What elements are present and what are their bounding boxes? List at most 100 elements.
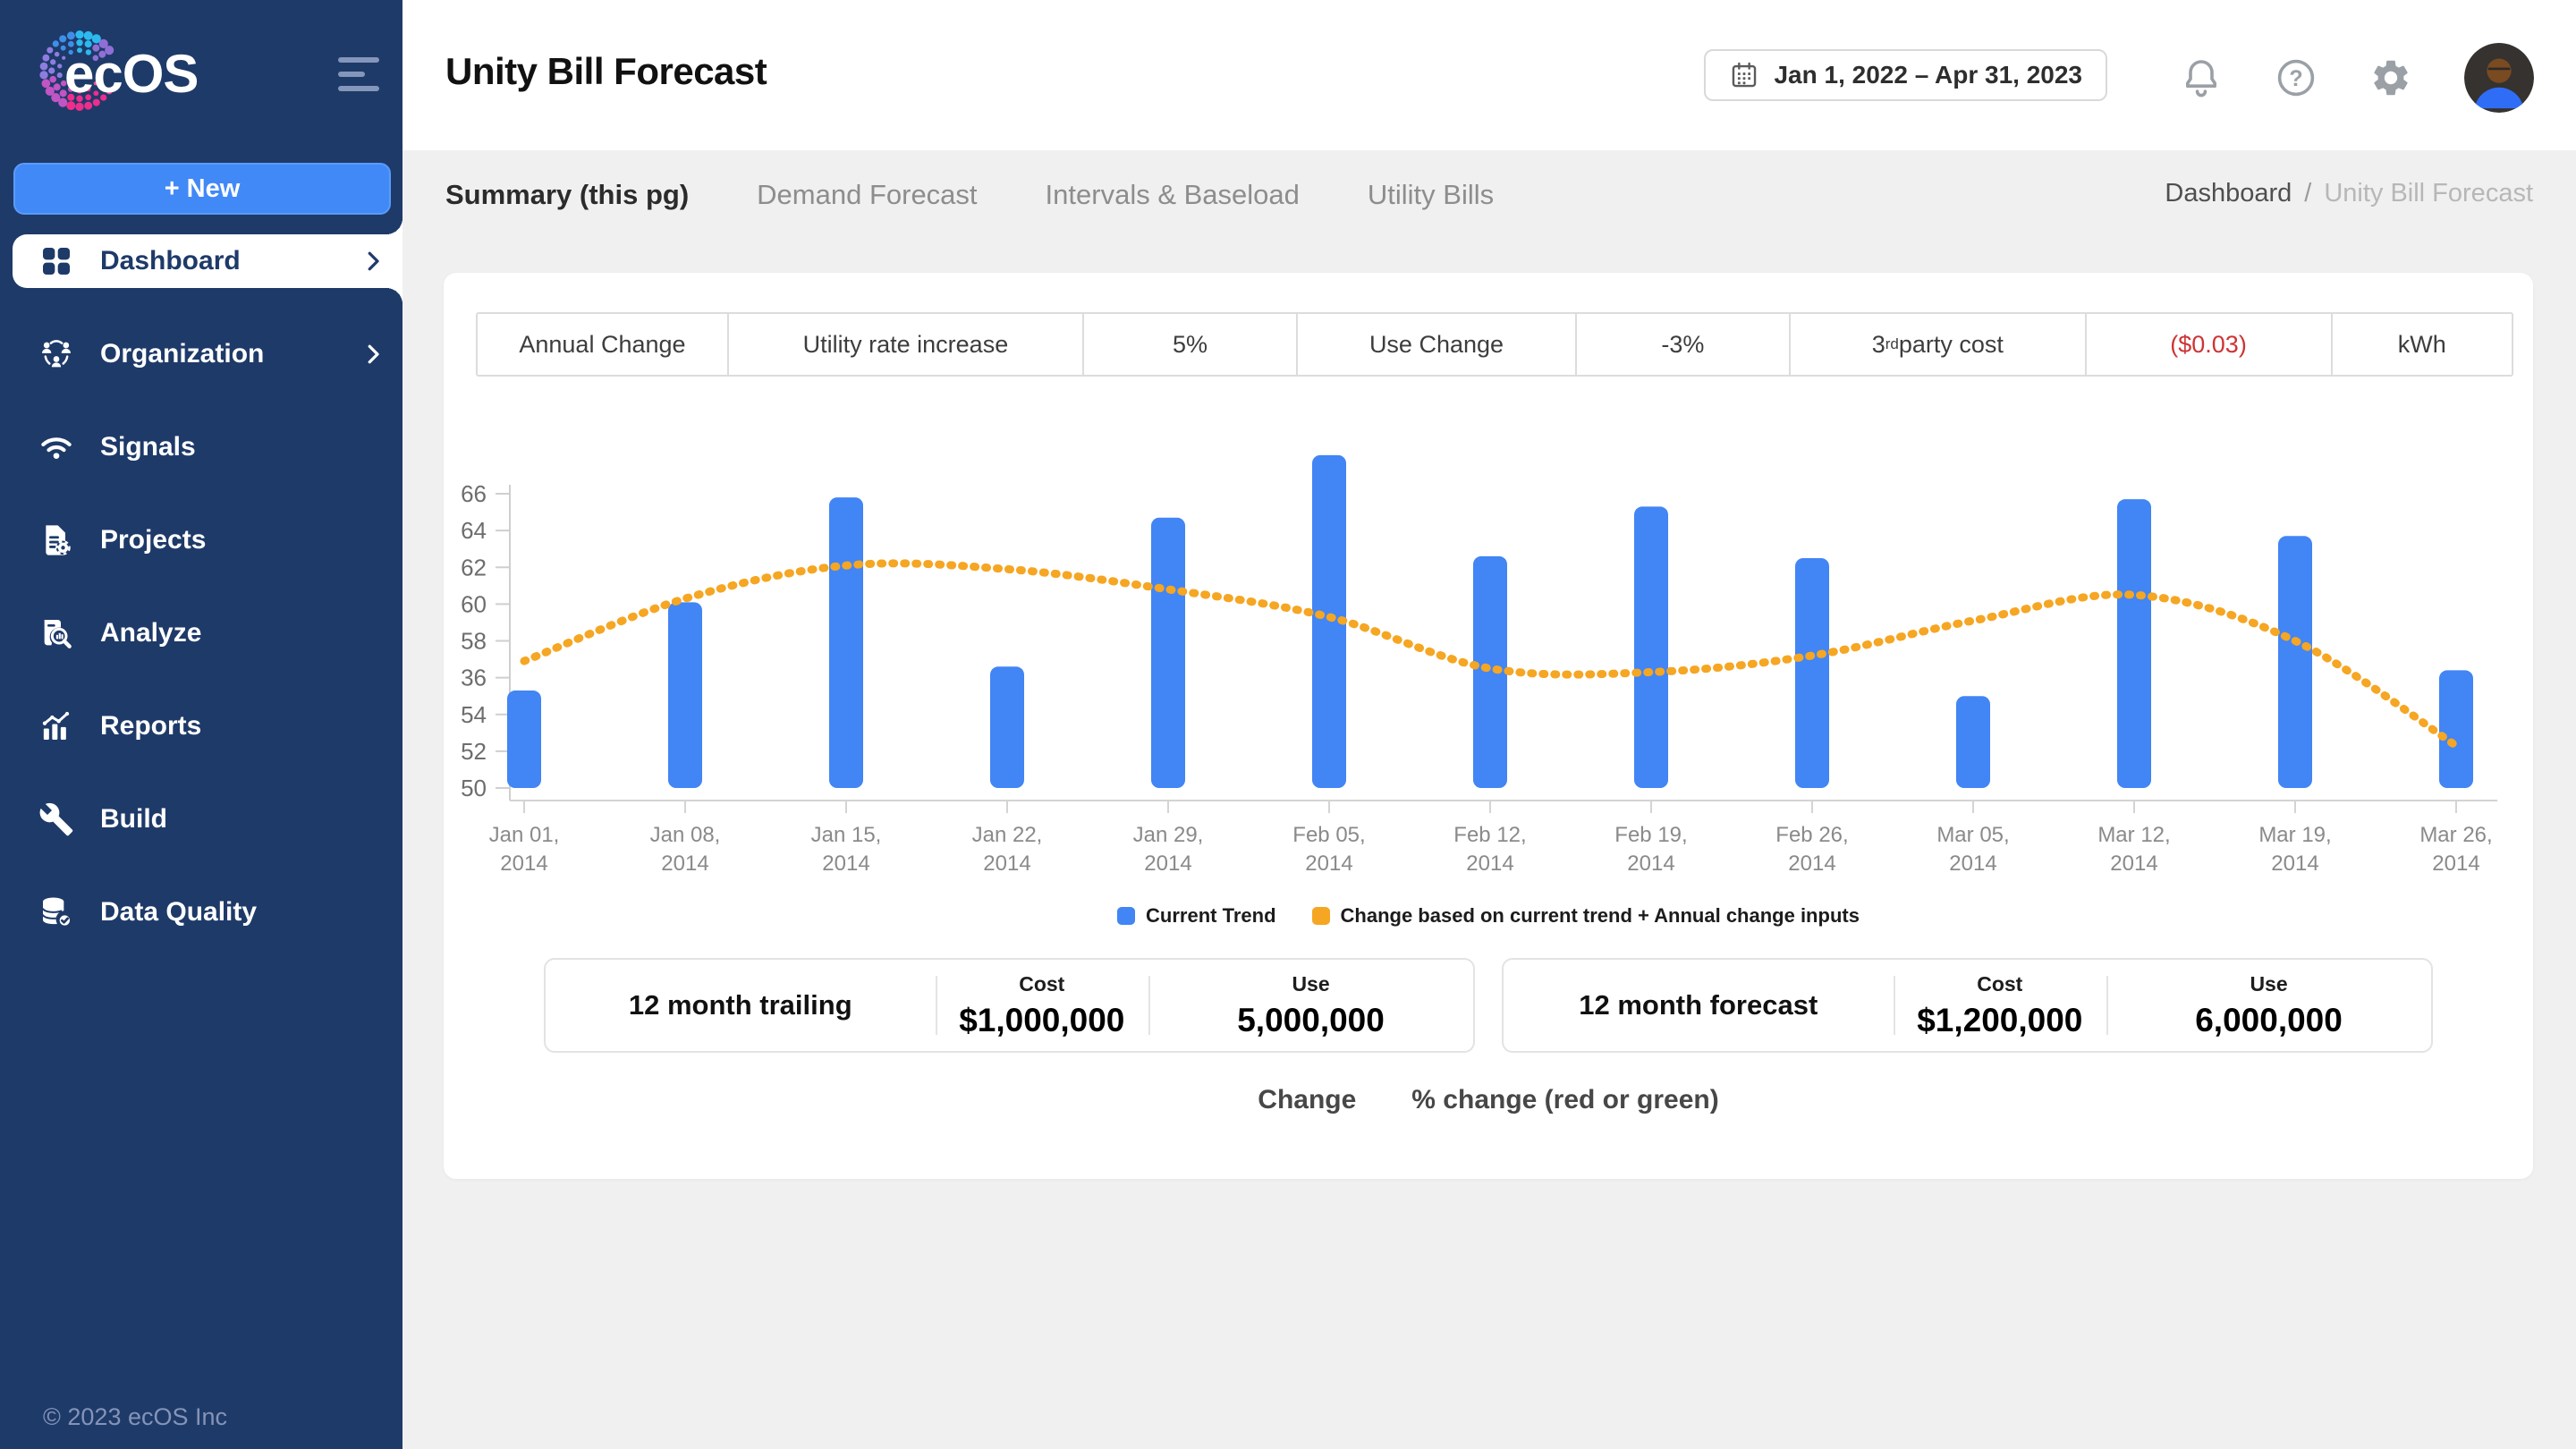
page-title: Unity Bill Forecast bbox=[445, 50, 767, 92]
chevron-right-icon bbox=[368, 344, 379, 364]
svg-text:64: 64 bbox=[461, 517, 487, 544]
sidebar-item-organization[interactable]: Organization bbox=[0, 327, 402, 381]
trailing-cost: Cost $1,000,000 bbox=[935, 960, 1149, 1051]
stat-use-change-value: -3% bbox=[1577, 314, 1792, 375]
stat-third-party-cost-value: ($0.03) bbox=[2087, 314, 2333, 375]
stat-utility-rate-increase-value: 5% bbox=[1084, 314, 1299, 375]
settings-gear-icon[interactable] bbox=[2369, 56, 2412, 99]
svg-text:60: 60 bbox=[461, 590, 487, 617]
svg-text:2014: 2014 bbox=[1788, 852, 1835, 876]
wrench-icon bbox=[38, 801, 75, 838]
forecast-card-title: 12 month forecast bbox=[1579, 989, 1818, 1021]
svg-text:Feb 12,: Feb 12, bbox=[1453, 823, 1526, 847]
svg-text:2014: 2014 bbox=[1949, 852, 1996, 876]
help-icon[interactable]: ? bbox=[2275, 56, 2318, 99]
chart-legend: Current Trend Change based on current tr… bbox=[444, 904, 2533, 928]
svg-text:2014: 2014 bbox=[2110, 852, 2157, 876]
legend-current-trend: Current Trend bbox=[1117, 904, 1276, 928]
document-gear-icon bbox=[38, 521, 75, 559]
svg-text:2014: 2014 bbox=[2271, 852, 2318, 876]
svg-text:36: 36 bbox=[461, 665, 487, 691]
svg-text:66: 66 bbox=[461, 480, 487, 507]
copyright-text: © 2023 ecOS Inc bbox=[43, 1403, 228, 1430]
stat-utility-rate-increase-label: Utility rate increase bbox=[729, 314, 1084, 375]
breadcrumb-current: Unity Bill Forecast bbox=[2324, 179, 2533, 208]
document-magnifier-icon bbox=[38, 614, 75, 652]
tab-summary[interactable]: Summary (this pg) bbox=[445, 179, 690, 210]
sidebar-item-label: Signals bbox=[100, 432, 196, 462]
sidebar-item-signals[interactable]: Signals bbox=[0, 420, 402, 474]
tab-demand-forecast[interactable]: Demand Forecast bbox=[757, 179, 978, 210]
breadcrumb-parent[interactable]: Dashboard bbox=[2165, 179, 2292, 208]
stat-use-change-label: Use Change bbox=[1298, 314, 1577, 375]
wifi-icon bbox=[38, 428, 75, 466]
change-note-row: Change % change (red or green) bbox=[444, 1085, 2533, 1115]
svg-text:Jan 01,: Jan 01, bbox=[489, 823, 560, 847]
sidebar-item-label: Reports bbox=[100, 711, 202, 741]
sidebar-item-label: Dashboard bbox=[100, 246, 241, 275]
svg-text:Feb 26,: Feb 26, bbox=[1775, 823, 1848, 847]
user-avatar[interactable] bbox=[2464, 43, 2534, 113]
svg-text:2014: 2014 bbox=[500, 852, 547, 876]
svg-text:Feb 19,: Feb 19, bbox=[1614, 823, 1687, 847]
sidebar-item-analyze[interactable]: Analyze bbox=[0, 606, 402, 660]
pct-change-label: % change (red or green) bbox=[1411, 1085, 1719, 1114]
svg-text:?: ? bbox=[2289, 66, 2302, 91]
bar-chart-icon bbox=[38, 708, 75, 745]
svg-text:2014: 2014 bbox=[661, 852, 708, 876]
sidebar-item-data-quality[interactable]: Data Quality bbox=[0, 886, 402, 939]
logo-text: ecOS bbox=[64, 44, 199, 104]
hamburger-menu-icon[interactable] bbox=[338, 57, 379, 95]
svg-text:58: 58 bbox=[461, 628, 487, 655]
trailing-card-title: 12 month trailing bbox=[628, 989, 852, 1021]
sidebar-item-dashboard[interactable]: Dashboard bbox=[13, 218, 402, 304]
top-bar: Unity Bill Forecast Jan 1, 2022 – Apr 31… bbox=[402, 0, 2576, 150]
svg-text:Feb 05,: Feb 05, bbox=[1292, 823, 1365, 847]
change-label: Change bbox=[1258, 1085, 1357, 1114]
forecast-use: Use 6,000,000 bbox=[2106, 960, 2431, 1051]
notifications-bell-icon[interactable] bbox=[2180, 56, 2223, 99]
sidebar-item-projects[interactable]: Projects bbox=[0, 513, 402, 567]
forecast-card: 12 month forecast Cost $1,200,000 Use 6,… bbox=[1502, 958, 2433, 1053]
calendar-icon bbox=[1733, 62, 1757, 88]
trailing-card: 12 month trailing Cost $1,000,000 Use 5,… bbox=[544, 958, 1475, 1053]
svg-text:2014: 2014 bbox=[1305, 852, 1352, 876]
legend-swatch-orange bbox=[1311, 907, 1330, 925]
svg-text:Mar 26,: Mar 26, bbox=[2419, 823, 2492, 847]
sidebar-nav: Dashboard Organization bbox=[0, 218, 402, 979]
sidebar-item-label: Projects bbox=[100, 525, 207, 555]
main-area: Unity Bill Forecast Jan 1, 2022 – Apr 31… bbox=[402, 0, 2576, 1449]
sidebar: ecOS + New Dashboard bbox=[0, 0, 402, 1449]
svg-text:Mar 19,: Mar 19, bbox=[2258, 823, 2331, 847]
sidebar-item-reports[interactable]: Reports bbox=[0, 699, 402, 753]
new-button[interactable]: + New bbox=[13, 163, 391, 215]
sidebar-item-build[interactable]: Build bbox=[0, 792, 402, 846]
svg-text:2014: 2014 bbox=[1144, 852, 1191, 876]
forecast-chart: 66 64 62 60 58 36 54 52 50 Jan 01, 2014 Jan 08, 2014… bbox=[453, 445, 2510, 896]
svg-text:2014: 2014 bbox=[1466, 852, 1513, 876]
stats-bar: Annual Change Utility rate increase 5% U… bbox=[476, 312, 2513, 377]
tab-bar: Summary (this pg) Demand Forecast Interv… bbox=[445, 179, 1494, 211]
date-range-value: Jan 1, 2022 – Apr 31, 2023 bbox=[1774, 61, 2082, 89]
ecos-logo[interactable]: ecOS bbox=[32, 23, 265, 131]
svg-text:2014: 2014 bbox=[822, 852, 869, 876]
tab-utility-bills[interactable]: Utility Bills bbox=[1367, 179, 1495, 210]
logo-dots-icon bbox=[39, 30, 114, 111]
trailing-use: Use 5,000,000 bbox=[1148, 960, 1473, 1051]
tab-intervals-baseload[interactable]: Intervals & Baseload bbox=[1045, 179, 1300, 210]
forecast-cost: Cost $1,200,000 bbox=[1893, 960, 2107, 1051]
svg-text:2014: 2014 bbox=[1627, 852, 1674, 876]
sidebar-item-label: Build bbox=[100, 804, 167, 834]
stat-annual-change: Annual Change bbox=[478, 314, 729, 375]
sidebar-item-label: Analyze bbox=[100, 618, 202, 648]
svg-text:2014: 2014 bbox=[2432, 852, 2479, 876]
breadcrumb: Dashboard / Unity Bill Forecast bbox=[2165, 179, 2533, 208]
svg-text:Mar 12,: Mar 12, bbox=[2097, 823, 2170, 847]
legend-swatch-blue bbox=[1117, 907, 1136, 925]
date-range-picker[interactable]: Jan 1, 2022 – Apr 31, 2023 bbox=[1704, 49, 2107, 101]
svg-text:Jan 22,: Jan 22, bbox=[972, 823, 1043, 847]
svg-text:52: 52 bbox=[461, 738, 487, 765]
svg-text:Jan 08,: Jan 08, bbox=[650, 823, 721, 847]
